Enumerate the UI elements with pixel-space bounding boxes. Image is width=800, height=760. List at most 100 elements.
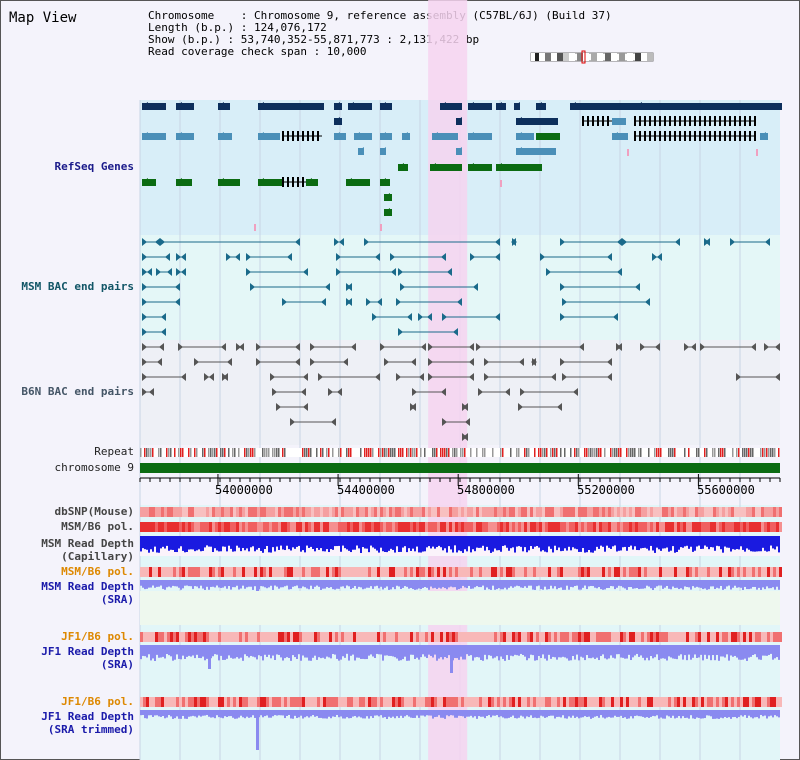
track-label-msm-depth-cap[interactable]: MSM Read Depth [41,537,134,550]
msm-b6-pol-density [287,522,290,532]
msm-read-depth-sra [744,580,746,587]
msm-b6-pol-density [416,522,419,532]
ideogram-band [577,53,583,61]
jf1-read-depth-sra [580,645,582,657]
msm-read-depth-capillary [610,536,612,549]
track-label-msm-depth-sra[interactable]: MSM Read Depth [41,580,134,593]
jf1-b6-pol-density [449,697,452,707]
bac-end-marker [396,373,401,381]
repeat-block [720,448,722,457]
jf1-b6-pol-density [206,632,209,642]
dbsnp-density [452,507,455,517]
jf1-b6-pol-density [692,697,695,707]
dbsnp-density [332,507,335,517]
jf1-read-depth-trimmed [318,710,320,718]
jf1-read-depth-sra [502,645,504,659]
jf1-read-depth-trimmed [324,710,326,719]
jf1-b6-pol-density [437,697,440,707]
msm-b6-pol-density [527,567,530,577]
track-label-jf1-b6-pol-1[interactable]: JF1/B6 pol. [61,630,134,643]
track-label-dbsnp[interactable]: dbSNP(Mouse) [54,505,134,518]
jf1-read-depth-sra [654,645,656,658]
bac-end-marker [540,253,545,261]
length-info: Length (b.p.) : 124,076,172 [148,21,327,34]
jf1-read-depth-sra [212,645,214,657]
msm-read-depth-sra [448,580,450,588]
track-label-b6n-bac[interactable]: B6N BAC end pairs [21,385,134,398]
msm-read-depth-capillary [502,536,504,546]
msm-b6-pol-density [644,567,647,577]
repeat-block [502,448,504,457]
jf1-b6-pol-density [251,632,254,642]
msm-b6-pol-density [518,522,521,532]
jf1-read-depth-trimmed [310,710,312,717]
msm-read-depth-sra [498,580,500,589]
jf1-b6-pol-density [254,632,257,642]
gene-exon [607,116,609,126]
msm-b6-pol-density [758,567,761,577]
jf1-read-depth-sra [264,645,266,655]
jf1-b6-pol-density [380,632,383,642]
dbsnp-density [239,507,242,517]
msm-b6-pol-density [158,567,161,577]
msm-b6-pol-density [599,522,602,532]
dbsnp-density [458,507,461,517]
msm-read-depth-sra [300,580,302,589]
gene-exon [597,116,599,126]
jf1-b6-pol-density [629,697,632,707]
msm-read-depth-capillary [354,536,356,550]
jf1-read-depth-trimmed [720,710,722,718]
bac-end-marker [560,358,565,366]
jf1-read-depth-sra [756,645,758,658]
jf1-read-depth-sra [486,645,488,660]
jf1-b6-pol-density [356,632,359,642]
jf1-b6-pol-density [143,632,146,642]
dbsnp-density [719,507,722,517]
msm-read-depth-capillary [548,536,550,547]
msm-b6-pol-density [428,522,431,532]
dbsnp-density [764,507,767,517]
track-label-msm-b6-pol-2[interactable]: MSM/B6 pol. [61,565,134,578]
jf1-b6-pol-density [209,632,212,642]
msm-b6-pol-density [761,522,764,532]
dbsnp-density [683,507,686,517]
track-label-jf1-depth-sra[interactable]: JF1 Read Depth [41,645,134,658]
jf1-b6-pol-density [278,697,281,707]
track-label-refseq[interactable]: RefSeq Genes [54,160,134,173]
jf1-read-depth-sra [566,645,568,659]
msm-read-depth-sra [552,580,554,589]
track-label-jf1-b6-pol-2[interactable]: JF1/B6 pol. [61,695,134,708]
repeat-block [610,448,612,457]
dbsnp-density [779,507,782,517]
track-label-msm-bac[interactable]: MSM BAC end pairs [21,280,134,293]
msm-read-depth-capillary [272,536,274,548]
msm-read-depth-sra [766,580,768,587]
track-label-chromosome[interactable]: chromosome 9 [54,461,134,474]
repeat-block [454,448,456,457]
msm-read-depth-sra [728,580,730,586]
msm-read-depth-sra [538,580,540,586]
jf1-read-depth-sra [664,645,666,659]
jf1-read-depth-sra [414,645,416,659]
repeat-block [412,448,414,457]
jf1-b6-pol-density [335,697,338,707]
msm-read-depth-sra [422,580,424,588]
jf1-b6-pol-density [260,632,263,642]
jf1-read-depth-sra [352,645,354,655]
jf1-b6-pol-density [662,632,665,642]
jf1-b6-pol-density [653,697,656,707]
bac-end-marker [321,298,326,306]
repeat-block [630,448,632,457]
track-label-jf1-depth-trim[interactable]: JF1 Read Depth [41,710,134,723]
msm-read-depth-sra [624,580,626,589]
track-label-repeat[interactable]: Repeat [94,445,134,458]
track-label-msm-b6-pol-1[interactable]: MSM/B6 pol. [61,520,134,533]
gene-exon [689,116,691,126]
jf1-b6-pol-density [704,697,707,707]
msm-b6-pol-density [233,522,236,532]
msm-b6-pol-density [485,522,488,532]
msm-read-depth-capillary [542,536,544,551]
msm-read-depth-sra [458,580,460,590]
jf1-b6-pol-density [161,697,164,707]
